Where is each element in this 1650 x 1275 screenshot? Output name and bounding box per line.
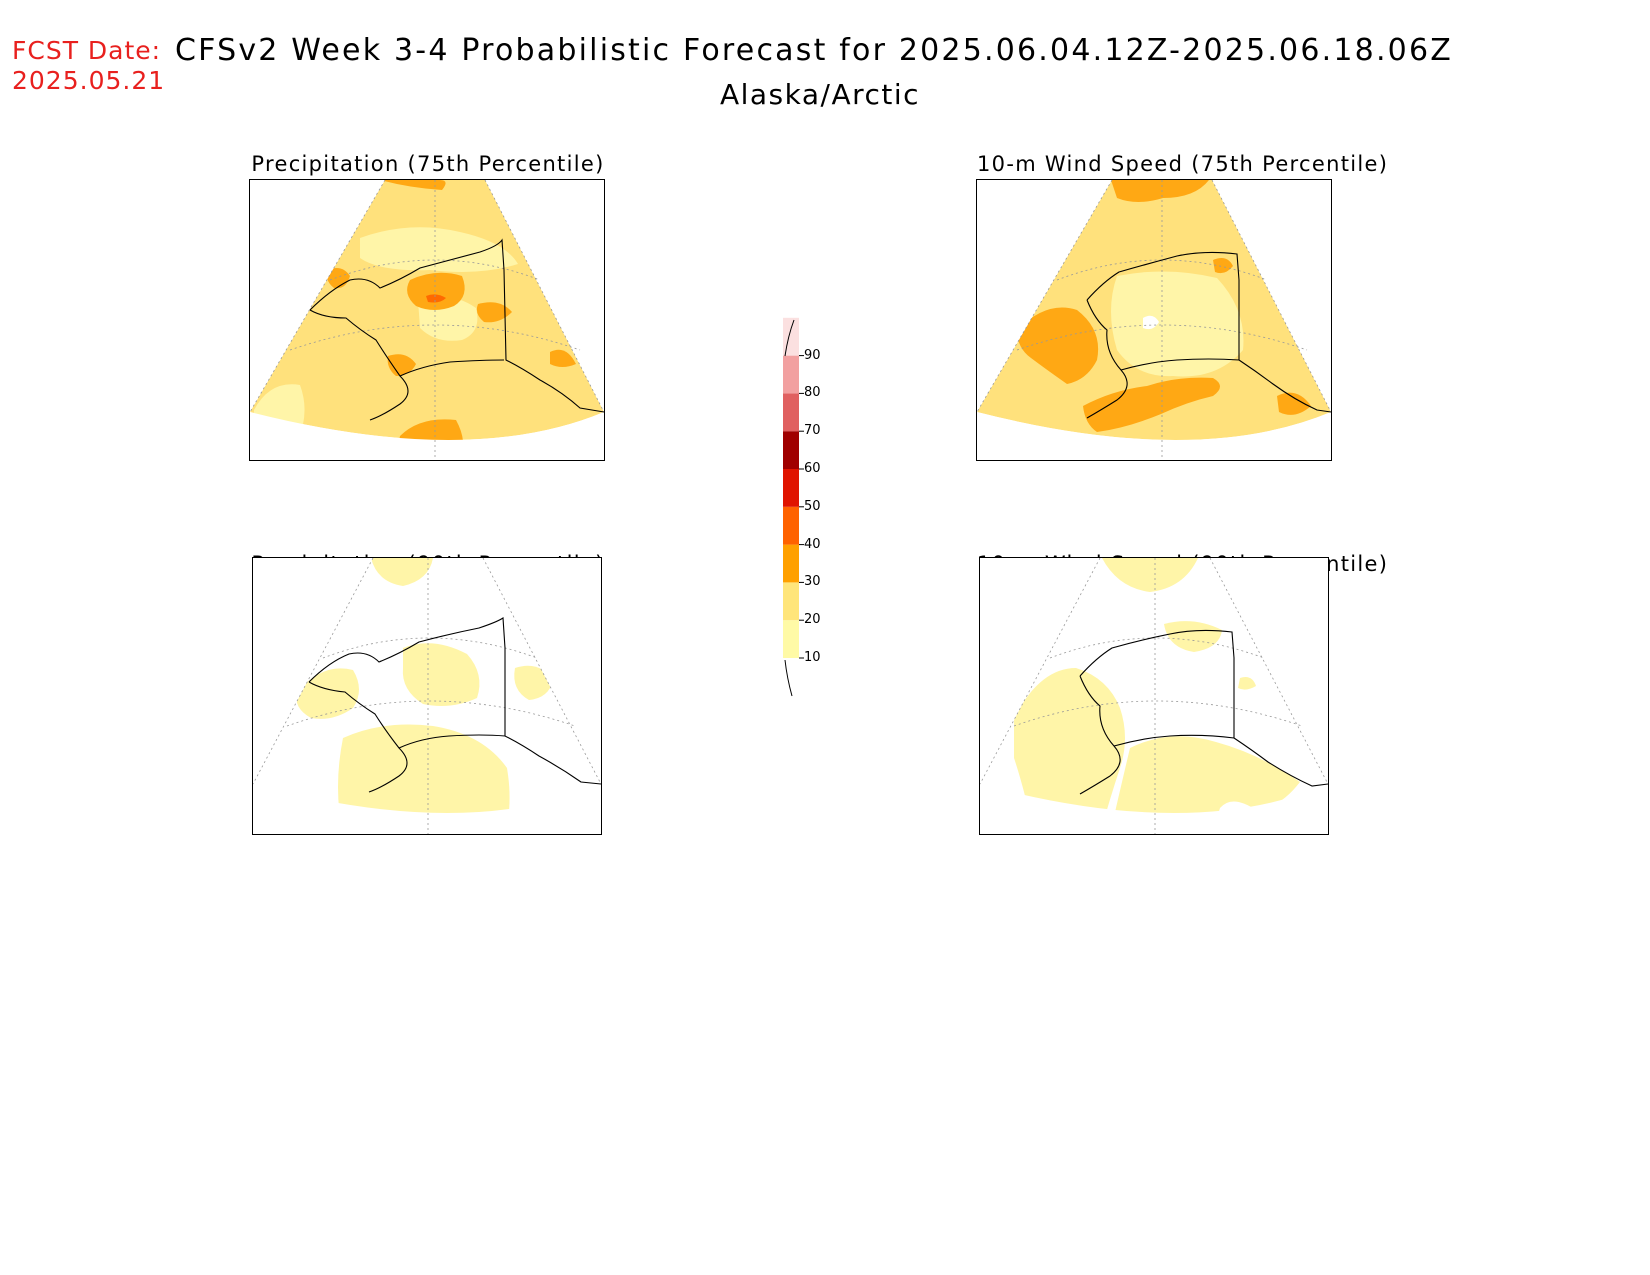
colorbar-swatch xyxy=(783,582,799,621)
graticule xyxy=(253,558,601,834)
domain-outside-mask xyxy=(980,558,1328,834)
colorbar-upper-arrow xyxy=(784,319,795,357)
map-svg-wind-90 xyxy=(980,558,1328,834)
prob-region-west xyxy=(1014,668,1125,834)
colorbar-swatch xyxy=(783,544,799,583)
map-panel-wind-90 xyxy=(979,557,1329,835)
map-svg-wind-75 xyxy=(977,180,1331,460)
lighter-region-interior xyxy=(1111,271,1244,377)
colorbar-swatch xyxy=(783,317,799,356)
colorbar-svg xyxy=(783,317,804,697)
colorbar-label: 30 xyxy=(804,574,821,590)
higher-prob-patch-southeast xyxy=(550,349,576,367)
alaska-coastline xyxy=(309,238,604,421)
prob-region-north xyxy=(1102,558,1198,592)
colorbar-swatches xyxy=(783,317,804,659)
higher-prob-patch-north xyxy=(1111,180,1209,202)
higher-prob-patch-northeast xyxy=(1213,258,1233,274)
map-panel-precip-90 xyxy=(252,557,602,835)
no-signal-spot xyxy=(1143,315,1159,330)
prob-region-north xyxy=(371,558,433,586)
graticule xyxy=(250,180,604,460)
alaska-coastline xyxy=(1079,629,1328,795)
map-panel-wind-75 xyxy=(976,179,1332,461)
panel-title-precip-75: Precipitation (75th Percentile) xyxy=(251,152,605,176)
colorbar: 10 20 30 40 50 60 70 80 90 xyxy=(770,310,840,710)
prob-region-interior xyxy=(402,643,480,706)
higher-prob-patch-southeast xyxy=(1277,392,1311,415)
panel-title-wind-75: 10-m Wind Speed (75th Percentile) xyxy=(977,152,1389,176)
forecast-date-value: 2025.05.21 xyxy=(12,66,166,95)
colorbar-label: 70 xyxy=(804,423,821,439)
colorbar-swatch xyxy=(783,393,799,432)
alaska-coastline xyxy=(1086,251,1331,419)
colorbar-label: 20 xyxy=(804,612,821,628)
colorbar-label: 10 xyxy=(804,650,821,665)
higher-prob-band-south xyxy=(1083,377,1220,432)
colorbar-swatch xyxy=(783,355,799,394)
higher-prob-patch-southwest xyxy=(387,354,416,376)
alaska-coastline xyxy=(308,617,601,793)
prob-region-southeast xyxy=(1110,736,1300,834)
higher-prob-patch-west xyxy=(1017,307,1099,384)
higher-prob-patch-interior xyxy=(407,272,465,310)
forecast-date-block: FCST Date: 2025.05.21 xyxy=(12,36,165,96)
graticule xyxy=(977,180,1331,460)
map-svg-precip-75 xyxy=(250,180,604,460)
prob-region-west xyxy=(296,668,359,719)
prob-region-northeast xyxy=(1164,621,1222,652)
page-title: CFSv2 Week 3-4 Probabilistic Forecast fo… xyxy=(175,33,1454,68)
map-panel-precip-75 xyxy=(249,179,605,461)
colorbar-label: 90 xyxy=(804,347,821,363)
domain-outside-mask xyxy=(253,558,601,834)
lighter-band-north xyxy=(360,227,518,272)
region-title: Alaska/Arctic xyxy=(719,78,921,111)
highest-prob-spot-interior xyxy=(426,294,446,303)
colorbar-swatch xyxy=(783,469,799,507)
map-svg-precip-90 xyxy=(253,558,601,834)
colorbar-swatch xyxy=(783,620,799,658)
colorbar-swatch xyxy=(783,506,799,545)
colorbar-label: 40 xyxy=(804,536,821,552)
domain-outside-mask xyxy=(250,180,604,460)
prob-region-south xyxy=(338,724,510,834)
colorbar-swatch xyxy=(783,431,799,469)
higher-prob-patch-north xyxy=(380,180,446,190)
forecast-date-label: FCST Date: xyxy=(12,36,162,65)
domain-outside-mask xyxy=(977,180,1331,460)
colorbar-lower-arrow xyxy=(784,659,793,697)
graticule xyxy=(980,558,1328,834)
colorbar-label: 60 xyxy=(804,461,821,476)
colorbar-label: 50 xyxy=(804,498,821,514)
higher-prob-patch-east xyxy=(476,302,512,323)
colorbar-label: 80 xyxy=(804,385,821,401)
prob-region-east xyxy=(1238,677,1256,690)
